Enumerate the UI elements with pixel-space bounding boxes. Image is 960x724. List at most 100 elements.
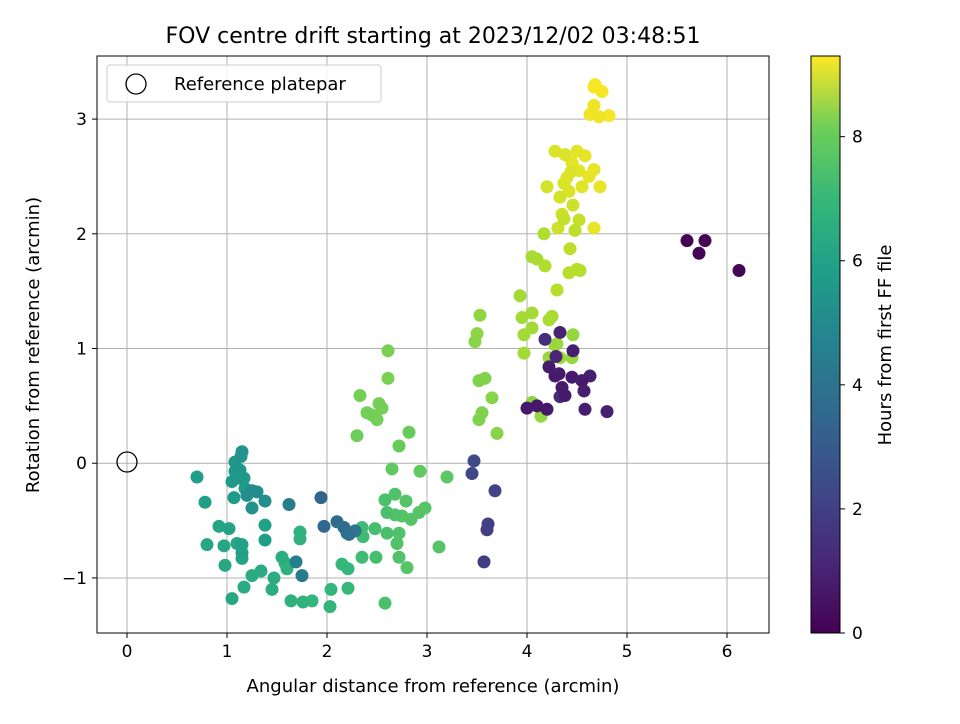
scatter-point <box>369 550 383 564</box>
scatter-point <box>485 391 499 405</box>
scatter-point <box>600 405 614 419</box>
scatter-point <box>258 494 272 508</box>
scatter-point <box>399 494 413 508</box>
scatter-point <box>265 582 279 596</box>
colorbar-tick-label: 6 <box>852 252 863 272</box>
scatter-point <box>440 470 454 484</box>
colorbar-ticks: 0 2 4 6 8 <box>840 128 863 644</box>
scatter-point <box>565 370 579 384</box>
scatter-point <box>475 406 489 420</box>
x-tick-label: 4 <box>522 642 533 662</box>
scatter-point <box>595 85 609 99</box>
scatter-point <box>553 190 567 204</box>
scatter-point <box>368 522 382 536</box>
scatter-point <box>275 550 289 564</box>
scatter-point <box>468 335 482 349</box>
colorbar-tick-label: 0 <box>852 624 863 644</box>
scatter-point <box>402 425 416 439</box>
scatter-point <box>566 344 580 358</box>
scatter-point <box>234 449 248 463</box>
reference-marker <box>116 451 138 473</box>
scatter-point <box>570 144 584 158</box>
scatter-point <box>592 110 606 124</box>
y-axis-label: Rotation from reference (arcmin) <box>23 197 44 493</box>
y-tick-label: 3 <box>76 110 87 130</box>
scatter-point <box>323 600 337 614</box>
scatter-point <box>577 384 591 398</box>
scatter-point <box>200 538 214 552</box>
scatter-point <box>317 519 331 533</box>
scatter-point <box>530 399 544 413</box>
scatter-point <box>488 484 502 498</box>
scatter-point <box>370 413 384 427</box>
scatter-point <box>542 360 556 374</box>
scatter-point <box>525 321 539 335</box>
scatter-point <box>530 252 544 266</box>
scatter-point <box>245 501 259 515</box>
scatter-point <box>289 555 303 569</box>
scatter-point <box>222 522 236 536</box>
scatter-point <box>293 532 307 546</box>
scatter-point <box>573 264 587 278</box>
scatter-point <box>314 491 328 505</box>
scatter-point <box>572 213 586 227</box>
scatter-point <box>295 569 309 583</box>
scatter-point <box>587 221 601 235</box>
scatter-point <box>566 198 580 212</box>
scatter-point <box>400 561 414 575</box>
scatter-point <box>385 462 399 476</box>
scatter-point <box>560 171 574 185</box>
scatter-point <box>432 540 446 554</box>
scatter-point <box>540 402 554 416</box>
scatter-point <box>549 350 563 364</box>
colorbar <box>810 55 841 634</box>
scatter-point <box>280 562 294 576</box>
scatter-point <box>282 498 296 512</box>
x-tick-label: 6 <box>722 642 733 662</box>
scatter-point <box>548 144 562 158</box>
data-points <box>190 78 746 614</box>
scatter-point <box>381 371 395 385</box>
scatter-point <box>517 346 531 360</box>
y-tick-label: 0 <box>76 454 87 474</box>
scatter-point <box>418 501 432 515</box>
scatter-point <box>513 289 527 303</box>
scatter-point <box>324 582 338 596</box>
scatter-point <box>525 306 539 320</box>
x-tick-label: 2 <box>322 642 333 662</box>
scatter-point <box>330 515 344 529</box>
x-axis-label: Angular distance from reference (arcmin) <box>247 676 620 697</box>
scatter-point <box>392 550 406 564</box>
scatter-point <box>473 308 487 322</box>
scatter-point <box>566 328 580 342</box>
scatter-point <box>732 264 746 278</box>
scatter-point <box>235 546 249 560</box>
scatter-point <box>378 493 392 507</box>
scatter-point <box>550 283 564 297</box>
y-tick-label: −1 <box>62 569 87 589</box>
scatter-point <box>225 592 239 606</box>
scatter-point <box>341 581 355 595</box>
legend-box <box>106 64 382 103</box>
colorbar-label: Hours from first FF file <box>875 245 896 446</box>
scatter-point <box>538 332 552 346</box>
scatter-point <box>472 374 486 388</box>
scatter-point <box>548 338 562 352</box>
x-tick-label: 3 <box>422 642 433 662</box>
scatter-point <box>355 550 369 564</box>
colorbar-tick-label: 8 <box>852 128 863 148</box>
scatter-point <box>465 467 479 481</box>
scatter-point <box>563 242 577 256</box>
scatter-point <box>190 470 204 484</box>
scatter-point <box>593 180 607 194</box>
scatter-point <box>284 594 298 608</box>
y-tick-label: 1 <box>76 340 87 360</box>
scatter-point <box>540 180 554 194</box>
plot-frame <box>96 55 770 634</box>
scatter-point <box>537 227 551 241</box>
scatter-point <box>380 526 394 540</box>
x-axis-ticks: 0 1 2 3 4 5 6 <box>122 633 733 662</box>
scatter-point <box>545 309 559 323</box>
scatter-point <box>198 495 212 509</box>
